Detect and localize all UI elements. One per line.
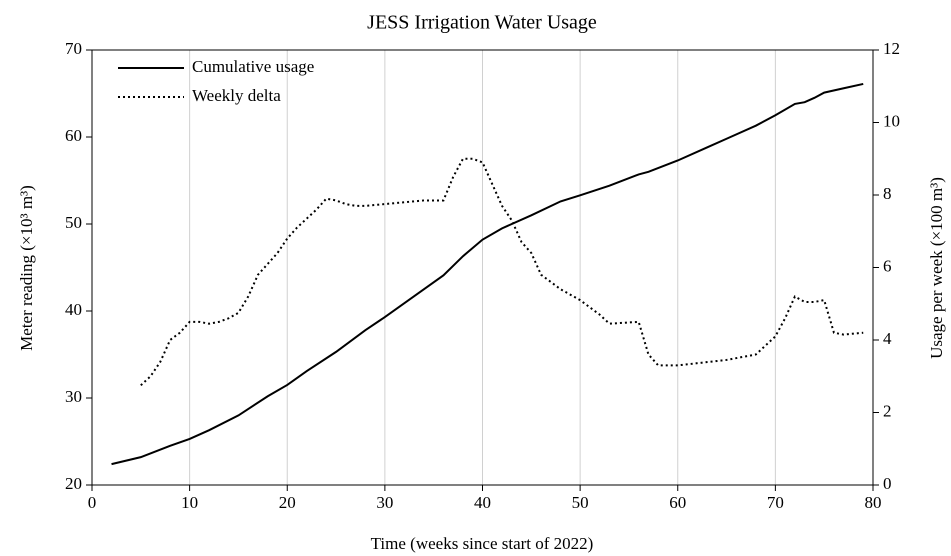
x-tick-label: 80 xyxy=(865,493,882,512)
x-tick-label: 20 xyxy=(279,493,296,512)
x-tick-label: 50 xyxy=(572,493,589,512)
legend-label: Cumulative usage xyxy=(192,57,314,76)
y-tick-label: 50 xyxy=(65,213,82,232)
y2-tick-label: 2 xyxy=(883,401,892,420)
x-tick-label: 10 xyxy=(181,493,198,512)
x-tick-label: 40 xyxy=(474,493,491,512)
data-line xyxy=(111,82,864,466)
x-tick-label: 70 xyxy=(767,493,784,512)
y2-tick-label: 6 xyxy=(883,256,892,275)
data-line xyxy=(140,157,864,387)
y2-tick-label: 8 xyxy=(883,184,892,203)
y-tick-label: 20 xyxy=(65,474,82,493)
legend-label: Weekly delta xyxy=(192,86,281,105)
y-tick-label: 70 xyxy=(65,39,82,58)
plot-frame xyxy=(91,49,874,486)
x-axis-label: Time (weeks since start of 2022) xyxy=(371,534,594,553)
y2-tick-label: 12 xyxy=(883,39,900,58)
y2-tick-label: 4 xyxy=(883,329,892,348)
y2-axis-label: Usage per week (×100 m³) xyxy=(927,177,946,359)
y-tick-label: 60 xyxy=(65,126,82,145)
chart-title: JESS Irrigation Water Usage xyxy=(367,12,597,34)
y-tick-label: 30 xyxy=(65,387,82,406)
x-tick-label: 0 xyxy=(88,493,97,512)
y-tick-label: 40 xyxy=(65,300,82,319)
x-tick-label: 60 xyxy=(669,493,686,512)
y-axis-label: Meter reading (×10³ m³) xyxy=(17,185,36,351)
y2-tick-label: 10 xyxy=(883,111,900,130)
y2-tick-label: 0 xyxy=(883,474,892,493)
x-tick-label: 30 xyxy=(376,493,393,512)
